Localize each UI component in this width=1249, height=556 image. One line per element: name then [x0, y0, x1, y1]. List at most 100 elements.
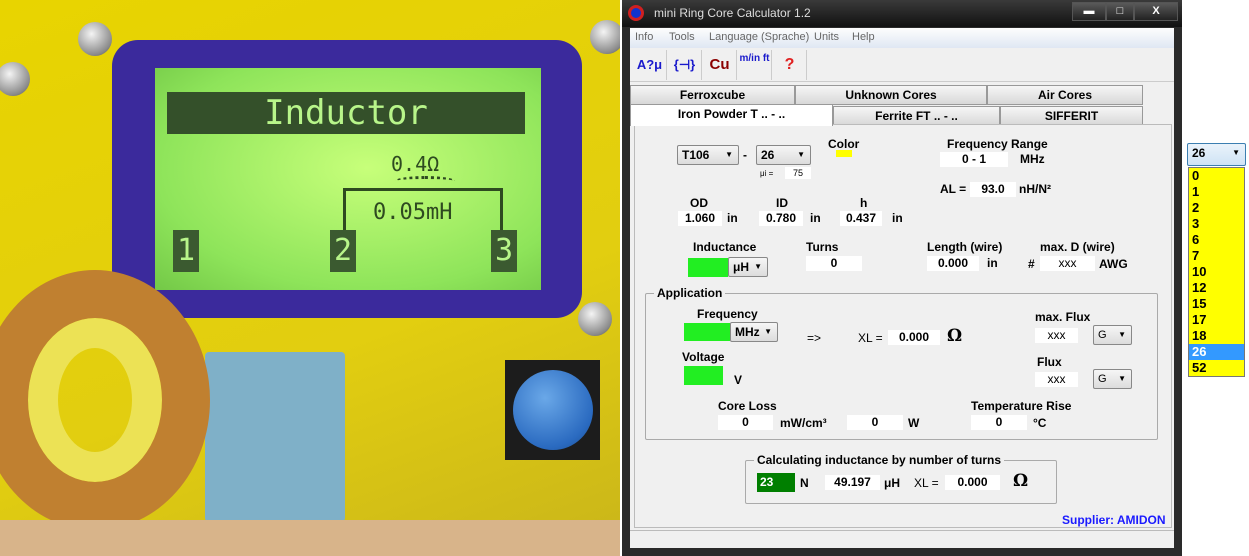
- menu-help[interactable]: Help: [852, 31, 875, 43]
- chevron-down-icon: ▼: [1118, 330, 1126, 339]
- tab-unknown-cores[interactable]: Unknown Cores: [795, 85, 987, 105]
- tab-ferroxcube[interactable]: Ferroxcube: [630, 85, 795, 105]
- lcd-resistance: 0.4Ω: [391, 152, 440, 176]
- menu-bar: Info Tools Language (Sprache) Units Help: [630, 28, 1174, 48]
- pin-3: 3: [491, 230, 517, 272]
- menu-tools[interactable]: Tools: [669, 31, 695, 43]
- maximize-button[interactable]: □: [1106, 2, 1134, 21]
- minimize-button[interactable]: ▬: [1072, 2, 1106, 21]
- units-m-inft-icon[interactable]: m/in ft: [738, 50, 772, 80]
- title-bar: mini Ring Core Calculator 1.2 ▬ □ X: [622, 0, 1182, 27]
- arrow: =>: [807, 331, 822, 345]
- test-button: [513, 370, 593, 450]
- od-unit: in: [727, 211, 738, 225]
- max-flux-unit-select[interactable]: G ▼: [1093, 325, 1132, 345]
- menu-units[interactable]: Units: [814, 31, 840, 43]
- temperature-rise-label: Temperature Rise: [971, 399, 1072, 413]
- calc-xl-value: 0.000: [945, 475, 1000, 490]
- core-loss-label: Core Loss: [718, 399, 777, 413]
- mix-option[interactable]: 12: [1192, 280, 1207, 295]
- device-photo: Inductor 0.4Ω 0.05mH 1 2 3: [0, 0, 620, 556]
- lc-circuit-icon[interactable]: {⊣}: [668, 50, 702, 80]
- h-value: 0.437: [840, 211, 882, 226]
- menu-language[interactable]: Language (Sprache): [709, 31, 810, 43]
- calc-inductance-value: 49.197: [825, 475, 880, 490]
- mix-option[interactable]: 17: [1192, 312, 1207, 327]
- window-title: mini Ring Core Calculator 1.2: [654, 6, 811, 20]
- tab-iron-powder[interactable]: Iron Powder T .. - ..: [630, 104, 833, 126]
- turns-value: 0: [806, 256, 862, 271]
- pin-1: 1: [173, 230, 199, 272]
- xl-value: 0.000: [888, 330, 940, 345]
- tab-air-cores[interactable]: Air Cores: [987, 85, 1143, 105]
- mix-option[interactable]: 18: [1192, 328, 1207, 343]
- help-icon[interactable]: ?: [773, 50, 807, 80]
- calc-title: Calculating inductance by number of turn…: [754, 453, 1005, 467]
- coil-wire: [343, 188, 503, 238]
- ohm-icon: Ω: [1013, 471, 1029, 491]
- close-button[interactable]: X: [1134, 2, 1178, 21]
- mix-option[interactable]: 10: [1192, 264, 1207, 279]
- tab-ferrite-ft[interactable]: Ferrite FT .. - ..: [833, 106, 1000, 126]
- h-unit: in: [892, 211, 903, 225]
- calc-inductance-unit: μH: [884, 476, 901, 490]
- screw: [578, 302, 612, 336]
- ohm-icon: Ω: [947, 326, 963, 346]
- mix-option[interactable]: 7: [1192, 248, 1200, 263]
- al-mu-icon[interactable]: A?μ: [633, 50, 667, 80]
- frequency-range-label: Frequency Range: [947, 137, 1048, 151]
- chevron-down-icon: ▼: [1232, 148, 1240, 157]
- max-d-unit: AWG: [1099, 257, 1128, 271]
- frequency-input[interactable]: [684, 323, 730, 341]
- temperature-rise-unit: °C: [1033, 416, 1047, 430]
- voltage-input[interactable]: [684, 366, 723, 385]
- frequency-unit-value: MHz: [735, 325, 760, 339]
- mix-option[interactable]: 15: [1192, 296, 1207, 311]
- supplier-label: Supplier: AMIDON: [1062, 513, 1166, 527]
- chevron-down-icon: ▼: [754, 262, 762, 271]
- dash: -: [743, 148, 747, 162]
- power-value: 0: [847, 415, 903, 430]
- mix-option[interactable]: 6: [1192, 232, 1200, 247]
- test-button-housing: [505, 360, 600, 460]
- mix-select[interactable]: 26 ▼: [756, 145, 811, 165]
- al-unit: nH/N²: [1019, 182, 1051, 196]
- copper-wire-icon[interactable]: Cu: [703, 50, 737, 80]
- mix-option[interactable]: 52: [1192, 360, 1207, 375]
- toolbar: A?μ {⊣} Cu m/in ft ?: [630, 48, 1174, 82]
- flux-unit-select[interactable]: G ▼: [1093, 369, 1132, 389]
- app-window: mini Ring Core Calculator 1.2 ▬ □ X Info…: [622, 0, 1182, 556]
- mix-option-selected[interactable]: 26: [1189, 344, 1244, 360]
- mix-dropdown-list: 0 1 2 3 6 7 10 12 15 17 18 26 52: [1188, 167, 1245, 377]
- al-label: AL =: [940, 182, 967, 196]
- mix-value: 26: [761, 148, 775, 162]
- id-unit: in: [810, 211, 821, 225]
- screw: [0, 62, 30, 96]
- turns-input[interactable]: 23: [757, 473, 795, 492]
- od-value: 1.060: [678, 211, 722, 226]
- pin-2: 2: [330, 230, 356, 272]
- flux-unit-value: G: [1098, 373, 1107, 385]
- chevron-down-icon: ▼: [1118, 374, 1126, 383]
- inductance-input[interactable]: [688, 258, 728, 277]
- mix-option[interactable]: 3: [1192, 216, 1200, 231]
- mix-dropdown[interactable]: 26 ▼: [1187, 143, 1246, 166]
- frequency-range-value: 0 - 1: [940, 152, 1008, 167]
- chevron-down-icon: ▼: [725, 150, 733, 159]
- calc-xl-label: XL =: [914, 476, 939, 490]
- mix-option[interactable]: 0: [1192, 168, 1200, 183]
- tab-sifferit[interactable]: SIFFERIT: [1000, 106, 1143, 126]
- menu-info[interactable]: Info: [635, 31, 654, 43]
- id-value: 0.780: [759, 211, 803, 226]
- status-bar: [630, 530, 1174, 548]
- mix-option[interactable]: 1: [1192, 184, 1200, 199]
- core-type-select[interactable]: T106 ▼: [677, 145, 739, 165]
- screw: [78, 22, 112, 56]
- max-flux-label: max. Flux: [1035, 310, 1091, 324]
- frequency-unit-select[interactable]: MHz ▼: [730, 322, 778, 342]
- hash: #: [1028, 257, 1035, 271]
- mix-option[interactable]: 2: [1192, 200, 1200, 215]
- core-loss-unit: mW/cm³: [780, 416, 827, 430]
- inductance-unit-select[interactable]: μH ▼: [728, 257, 768, 277]
- test-socket: [205, 352, 345, 522]
